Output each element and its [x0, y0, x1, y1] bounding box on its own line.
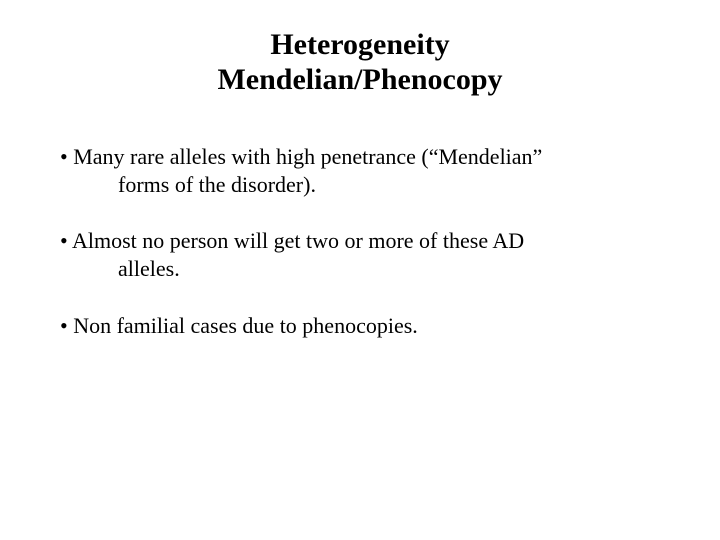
bullet-text: Many rare alleles with high penetrance (… — [68, 144, 543, 169]
bullet-text: Almost no person will get two or more of… — [68, 228, 524, 253]
bullet-marker: • — [60, 144, 68, 169]
bullet-text: Non familial cases due to phenocopies. — [68, 313, 418, 338]
bullet-marker: • — [60, 313, 68, 338]
bullet-item: • Non familial cases due to phenocopies. — [60, 312, 660, 340]
bullet-item: • Many rare alleles with high penetrance… — [60, 143, 660, 199]
bullet-list: • Many rare alleles with high penetrance… — [60, 143, 660, 340]
bullet-text-cont: forms of the disorder). — [60, 171, 660, 199]
title-line-2: Mendelian/Phenocopy — [60, 63, 660, 98]
bullet-marker: • — [60, 228, 68, 253]
slide: Heterogeneity Mendelian/Phenocopy • Many… — [0, 0, 720, 540]
title-line-1: Heterogeneity — [60, 28, 660, 63]
bullet-item: • Almost no person will get two or more … — [60, 227, 660, 283]
bullet-text-cont: alleles. — [60, 255, 660, 283]
slide-title: Heterogeneity Mendelian/Phenocopy — [60, 28, 660, 97]
